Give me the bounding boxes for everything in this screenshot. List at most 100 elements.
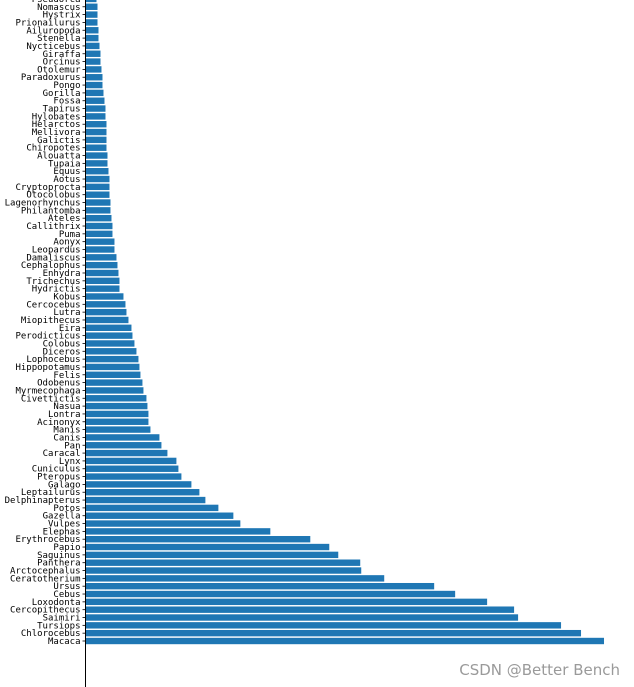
y-tick-label: Aonyx <box>53 238 81 248</box>
y-tick-label: Fossa <box>53 97 80 107</box>
bar-mellivora <box>85 128 107 136</box>
y-tick-label: Otocolobus <box>26 191 80 201</box>
y-tick-label: Nomascus <box>37 3 80 13</box>
y-tick-label: Saguinus <box>37 551 80 561</box>
y-tick-label: Hydrictis <box>32 285 81 295</box>
y-tick-label: Lontra <box>48 410 81 420</box>
bar-caracal <box>85 449 168 457</box>
y-tick-label: Cryptoprocta <box>15 183 80 193</box>
y-tick-label: Delphinapterus <box>5 496 81 506</box>
bar-kobus <box>85 293 124 300</box>
y-tick-label: Manis <box>53 426 80 436</box>
y-tick-label: Civettictis <box>21 394 81 404</box>
bar-cebus <box>85 590 456 598</box>
y-tick-label: Tursiops <box>37 621 80 631</box>
bar-lophocebus <box>85 355 139 363</box>
y-tick-label: Gazella <box>43 512 81 522</box>
y-tick-label: Cebus <box>53 590 80 600</box>
bar-diceros <box>85 348 137 355</box>
bar-hystrix <box>85 11 98 18</box>
y-tick-label: Galago <box>48 480 81 490</box>
y-tick-label: Chlorocebus <box>21 629 81 639</box>
y-tick-label: Ceratotherium <box>10 574 80 584</box>
bar-hylobates <box>85 113 106 120</box>
bar-acinonyx <box>85 418 149 425</box>
y-tick-labels-layer: GlobicephalaPseudorcaNomascusHystrixPrio… <box>5 0 86 647</box>
bar-potos <box>85 504 219 512</box>
y-tick-label: Myrmecophaga <box>15 386 80 396</box>
bar-leptailurus <box>85 489 200 496</box>
bar-giraffa <box>85 50 101 57</box>
bar-miopithecus <box>85 316 129 324</box>
y-tick-label: Helarctos <box>32 120 81 130</box>
bar-philantomba <box>85 207 111 214</box>
bar-ursus <box>85 582 435 590</box>
bar-puma <box>85 230 113 238</box>
y-tick-label: Potos <box>53 504 80 514</box>
bar-vulpes <box>85 520 241 527</box>
y-tick-label: Pteropus <box>37 473 80 483</box>
bar-chlorocebus <box>85 629 582 637</box>
bar-panthera <box>85 559 361 566</box>
y-tick-label: Acinonyx <box>37 418 81 428</box>
y-tick-label: Cercopithecus <box>10 606 80 616</box>
bar-hippopotamus <box>85 363 140 371</box>
bar-lutra <box>85 308 127 316</box>
y-tick-label: Erythrocebus <box>15 535 80 545</box>
bar-callithrix <box>85 222 113 230</box>
bar-civettictis <box>85 395 147 402</box>
bar-alouatta <box>85 152 108 159</box>
bar-pongo <box>85 81 103 89</box>
bar-tursiops <box>85 622 562 629</box>
y-tick-label: Lagenorhynchus <box>5 199 81 209</box>
bar-cuniculus <box>85 465 179 472</box>
y-tick-label: Nasua <box>53 402 80 412</box>
y-tick-label: Enhydra <box>43 269 81 279</box>
bar-cercocebus <box>85 301 126 308</box>
y-tick-label: Loxodonta <box>32 598 81 608</box>
bar-chiropotes <box>85 144 107 151</box>
bar-ceratotherium <box>85 575 385 582</box>
bar-cephalophus <box>85 261 118 269</box>
bar-manis <box>85 426 151 433</box>
bar-leopardus <box>85 246 115 253</box>
y-tick-label: Panthera <box>37 559 80 569</box>
y-tick-label: Hylobates <box>32 112 81 122</box>
bar-cryptoprocta <box>85 183 110 191</box>
bar-canis <box>85 434 160 441</box>
y-tick-label: Nycticebus <box>26 42 80 52</box>
bar-enhydra <box>85 269 119 277</box>
y-tick-label: Hystrix <box>43 11 82 21</box>
bar-arctocephalus <box>85 567 362 574</box>
y-tick-label: Chiropotes <box>26 144 80 154</box>
bar-damaliscus <box>85 254 117 261</box>
bar-orcinus <box>85 58 101 65</box>
bar-odobenus <box>85 379 143 386</box>
y-tick-label: Mellivora <box>32 128 81 138</box>
bar-aotus <box>85 175 110 183</box>
y-tick-label: Trichechus <box>26 277 80 287</box>
bar-lontra <box>85 410 149 418</box>
bar-stenella <box>85 34 99 42</box>
bar-ateles <box>85 214 112 222</box>
bars-layer <box>85 0 605 645</box>
y-tick-label: Elephas <box>43 527 81 537</box>
bar-papio <box>85 543 330 551</box>
bar-gazella <box>85 512 234 519</box>
y-tick-label: Cercocebus <box>26 300 80 310</box>
bar-pan <box>85 442 162 449</box>
bar-helarctos <box>85 121 107 128</box>
bar-ailuropoda <box>85 27 99 34</box>
y-tick-label: Lynx <box>59 457 81 467</box>
bar-colobus <box>85 340 135 347</box>
bar-aonyx <box>85 238 115 245</box>
bar-elephas <box>85 528 271 535</box>
bar-tupaia <box>85 160 108 167</box>
y-tick-label: Ateles <box>48 214 81 224</box>
y-tick-label: Pseudorca <box>32 0 81 5</box>
y-tick-label: Colobus <box>43 339 81 349</box>
bar-loxodonta <box>85 598 488 606</box>
bar-paradoxurus <box>85 74 103 81</box>
y-tick-label: Lophocebus <box>26 355 80 365</box>
